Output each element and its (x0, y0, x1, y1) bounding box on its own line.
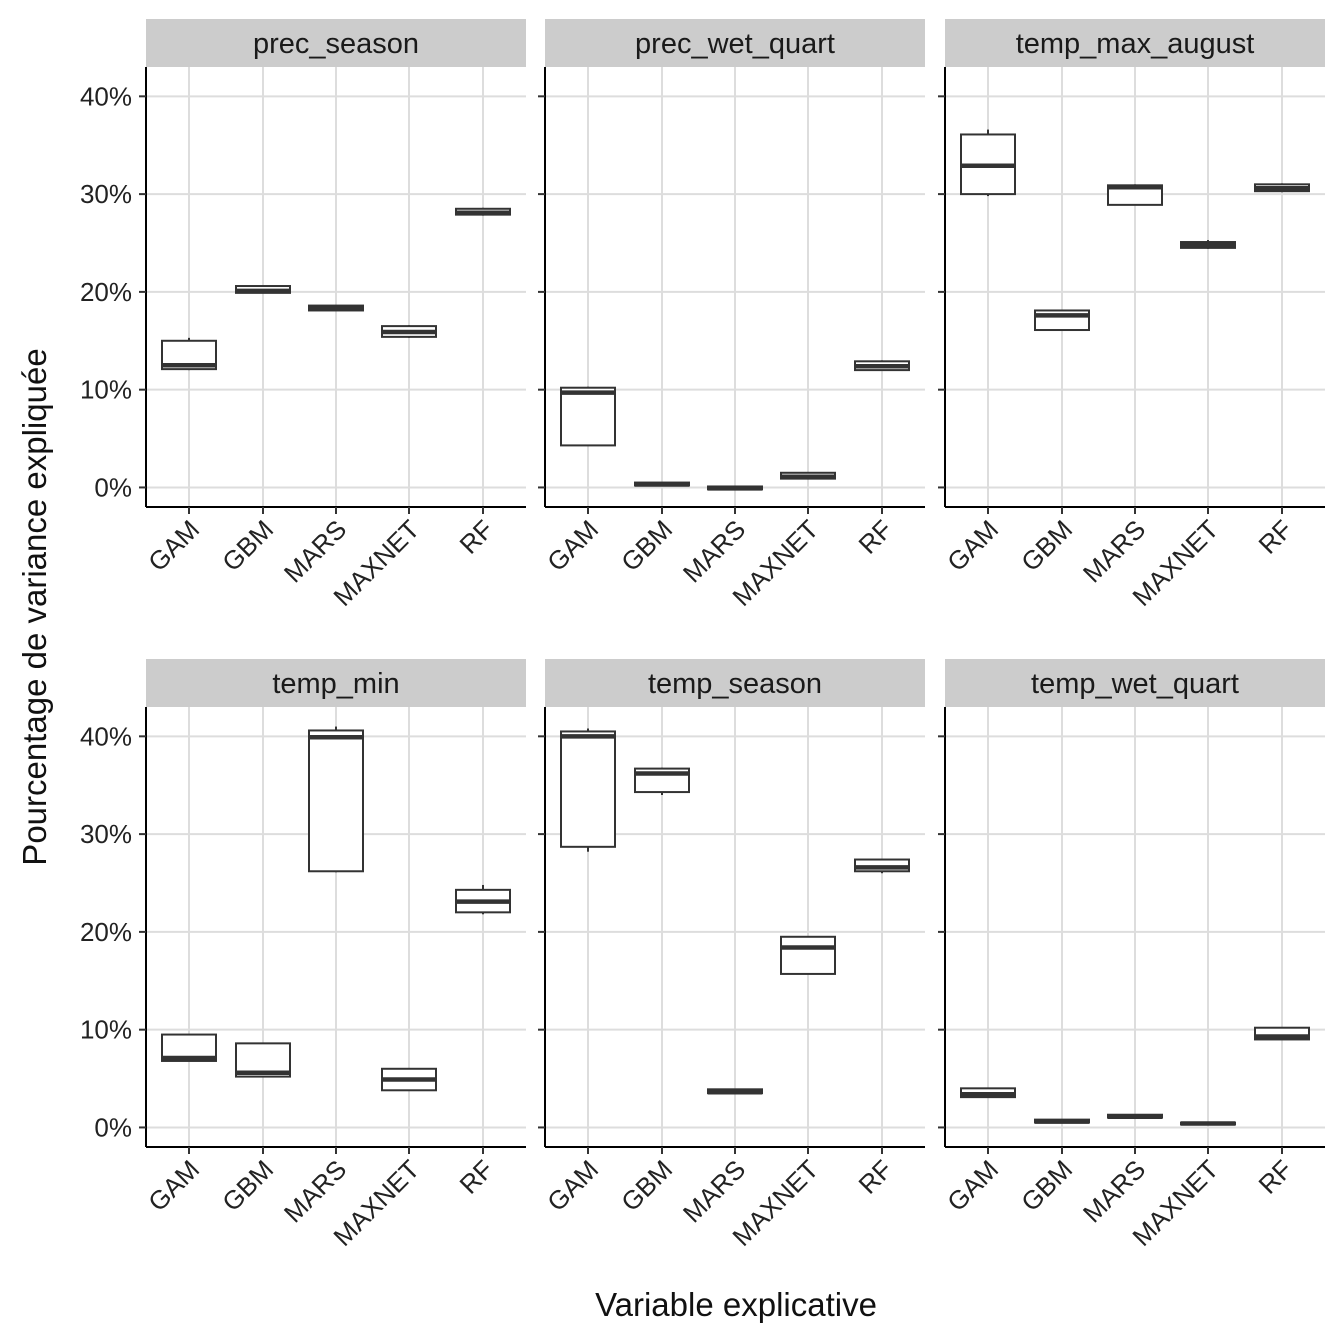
facet-title: temp_wet_quart (1031, 668, 1239, 700)
box-gam (560, 386, 616, 447)
box-gam (960, 1087, 1016, 1099)
box-gam (560, 728, 616, 852)
y-tick-label: 20% (80, 277, 132, 307)
y-tick-label: 30% (80, 179, 132, 209)
box-gam (960, 129, 1016, 197)
x-tick-label: RF (853, 1154, 899, 1200)
x-tick-label: GAM (142, 1154, 205, 1217)
y-tick-label: 30% (80, 819, 132, 849)
x-tick-label: RF (853, 514, 899, 560)
y-tick-label: 0% (94, 1112, 132, 1142)
box-mars (308, 304, 364, 312)
x-axis-title: Variable explicative (595, 1286, 877, 1323)
facet-strip (545, 659, 925, 707)
box-gbm (235, 285, 291, 294)
y-tick-label: 0% (94, 472, 132, 502)
box-mars (308, 726, 364, 873)
facet-title: prec_season (253, 28, 419, 60)
box-gbm (235, 1042, 291, 1078)
box-mars (707, 1088, 763, 1095)
box-gbm (634, 767, 690, 795)
facet-strip (945, 659, 1325, 707)
box-mars (707, 485, 763, 491)
x-tick-label: GBM (1015, 1154, 1078, 1217)
x-tick-label: GAM (941, 1154, 1004, 1217)
facet-title: temp_max_august (1016, 28, 1255, 60)
y-tick-label: 40% (80, 81, 132, 111)
x-tick-label: GBM (216, 1154, 279, 1217)
facet-strip (146, 659, 526, 707)
x-tick-label: RF (1253, 1154, 1299, 1200)
box-gam (161, 337, 217, 371)
y-tick-label: 20% (80, 917, 132, 947)
box-mars (1107, 1113, 1163, 1119)
box-rf (854, 360, 910, 372)
x-tick-label: GBM (1015, 514, 1078, 577)
box-maxnet (381, 1067, 437, 1092)
facet-strip (545, 19, 925, 67)
facet-strip (146, 19, 526, 67)
x-tick-label: RF (1253, 514, 1299, 560)
box-iqr (780, 935, 836, 975)
y-tick-label: 10% (80, 375, 132, 405)
x-tick-label: RF (454, 514, 500, 560)
y-axis-title: Pourcentage de variance expliquée (16, 348, 53, 865)
x-tick-label: GBM (615, 514, 678, 577)
box-rf (1254, 1026, 1310, 1041)
box-iqr (1254, 1026, 1310, 1041)
box-iqr (560, 730, 616, 848)
x-tick-label: GAM (541, 1154, 604, 1217)
x-tick-label: GBM (615, 1154, 678, 1217)
x-tick-label: GAM (941, 514, 1004, 577)
box-gbm (634, 481, 690, 487)
x-tick-label: RF (454, 1154, 500, 1200)
box-gbm (1034, 309, 1090, 332)
box-iqr (308, 729, 364, 873)
y-tick-label: 10% (80, 1015, 132, 1045)
box-iqr (560, 386, 616, 447)
y-tick-label: 40% (80, 721, 132, 751)
facet-title: temp_min (272, 668, 399, 700)
box-rf (455, 207, 511, 216)
box-maxnet (780, 935, 836, 975)
facet-title: temp_season (648, 668, 822, 700)
box-rf (854, 858, 910, 874)
box-rf (1254, 183, 1310, 193)
box-maxnet (1180, 240, 1236, 249)
facet-title: prec_wet_quart (635, 28, 835, 60)
box-gbm (1034, 1118, 1090, 1124)
box-rf (455, 884, 511, 915)
x-tick-label: GBM (216, 514, 279, 577)
box-mars (1107, 184, 1163, 206)
box-maxnet (780, 471, 836, 480)
facet-strip (945, 19, 1325, 67)
box-maxnet (381, 325, 437, 338)
x-tick-label: GAM (142, 514, 205, 577)
x-tick-label: GAM (541, 514, 604, 577)
box-gam (161, 1033, 217, 1062)
box-maxnet (1180, 1121, 1236, 1126)
